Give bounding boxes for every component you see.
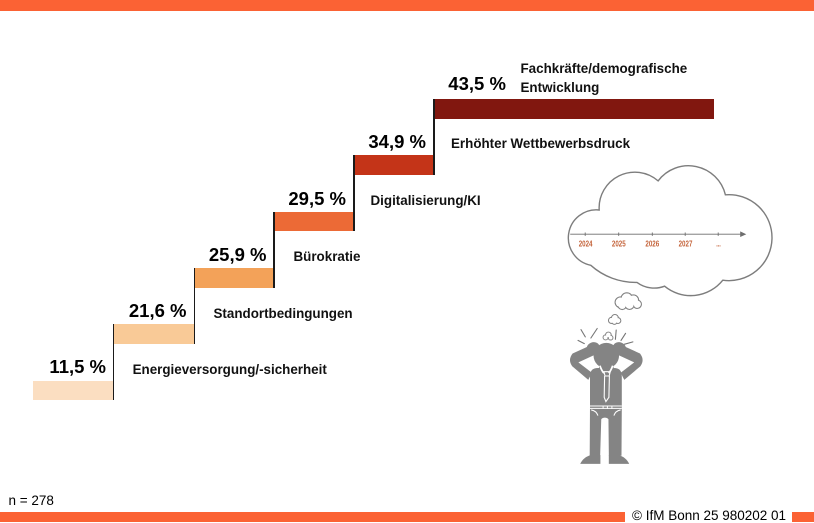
svg-text:2025: 2025	[612, 240, 626, 249]
svg-text:2026: 2026	[645, 240, 659, 249]
svg-text:...: ...	[716, 240, 721, 249]
svg-text:2027: 2027	[679, 240, 693, 249]
svg-text:2024: 2024	[579, 240, 593, 249]
